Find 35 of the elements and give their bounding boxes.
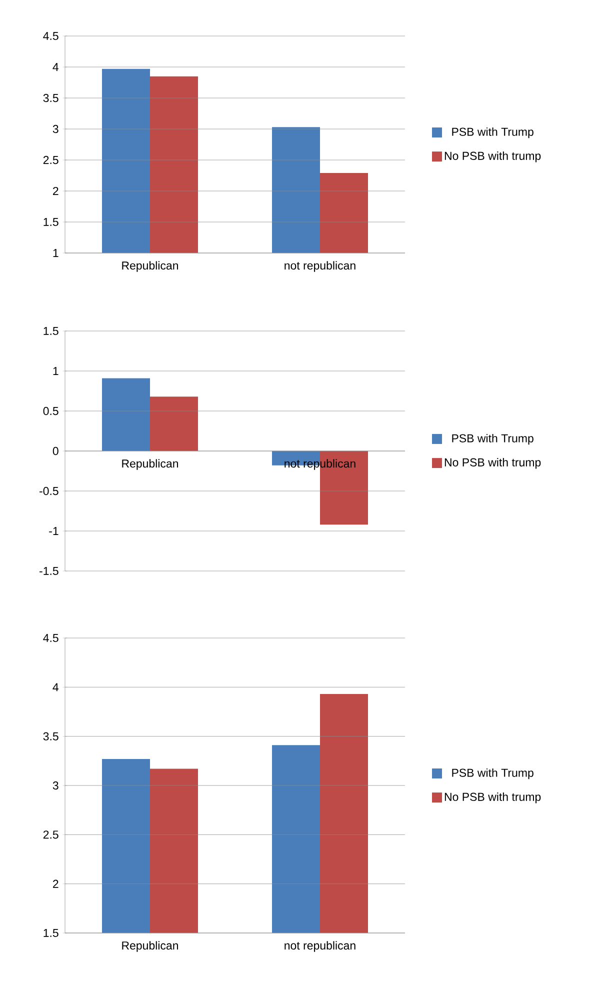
y-tick-label: 1.5 [44, 326, 58, 336]
legend-label: No PSB with trump [444, 458, 541, 469]
y-tick-label: 3 [52, 781, 58, 790]
x-tick-label: not republican [284, 261, 356, 272]
y-tick-label: 2 [53, 880, 58, 888]
legend-label: PSB with Trump [452, 127, 534, 138]
y-tick-label: 3.5 [43, 732, 58, 740]
y-tick-label: 1 [53, 249, 58, 257]
legend-label: No PSB with trump [444, 152, 541, 162]
x-tick-label: Republican [122, 459, 178, 470]
y-tick-label: -1 [49, 527, 58, 535]
y-tick-label: 1.5 [44, 218, 58, 226]
legend-label: No PSB with trump [444, 792, 541, 804]
x-tick-label: Republican [122, 941, 178, 952]
y-tick-label: 2.5 [43, 156, 58, 164]
bar [102, 378, 150, 451]
y-tick-label: 4.5 [43, 634, 58, 642]
y-tick-label: 2.5 [43, 830, 58, 839]
y-tick-label: 4.5 [43, 32, 58, 40]
bar [150, 396, 198, 451]
x-tick-label: not republican [284, 941, 356, 952]
y-tick-label: 3.5 [43, 94, 58, 102]
legend-label: PSB with Trump [452, 434, 534, 445]
y-tick-label: 0.5 [43, 406, 58, 416]
y-tick-label: 4 [52, 683, 58, 692]
y-tick-label: 3 [52, 124, 58, 134]
y-tick-label: 4 [52, 63, 58, 71]
legend-label: PSB with Trump [452, 768, 534, 780]
y-tick-label: -1.5 [40, 566, 58, 576]
x-tick-label: Republican [122, 261, 178, 272]
y-tick-label: -0.5 [40, 486, 58, 496]
y-tick-label: 1.5 [44, 928, 58, 937]
y-tick-label: 2 [53, 186, 58, 196]
y-tick-label: 0 [52, 446, 58, 456]
y-tick-label: 1 [53, 367, 58, 375]
